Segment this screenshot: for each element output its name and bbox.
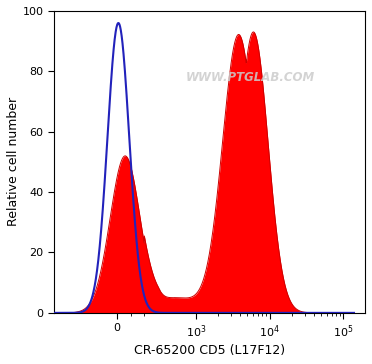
Y-axis label: Relative cell number: Relative cell number — [7, 97, 20, 226]
Text: WWW.PTGLAB.COM: WWW.PTGLAB.COM — [185, 71, 315, 84]
X-axis label: CR-65200 CD5 (L17F12): CR-65200 CD5 (L17F12) — [134, 344, 285, 357]
